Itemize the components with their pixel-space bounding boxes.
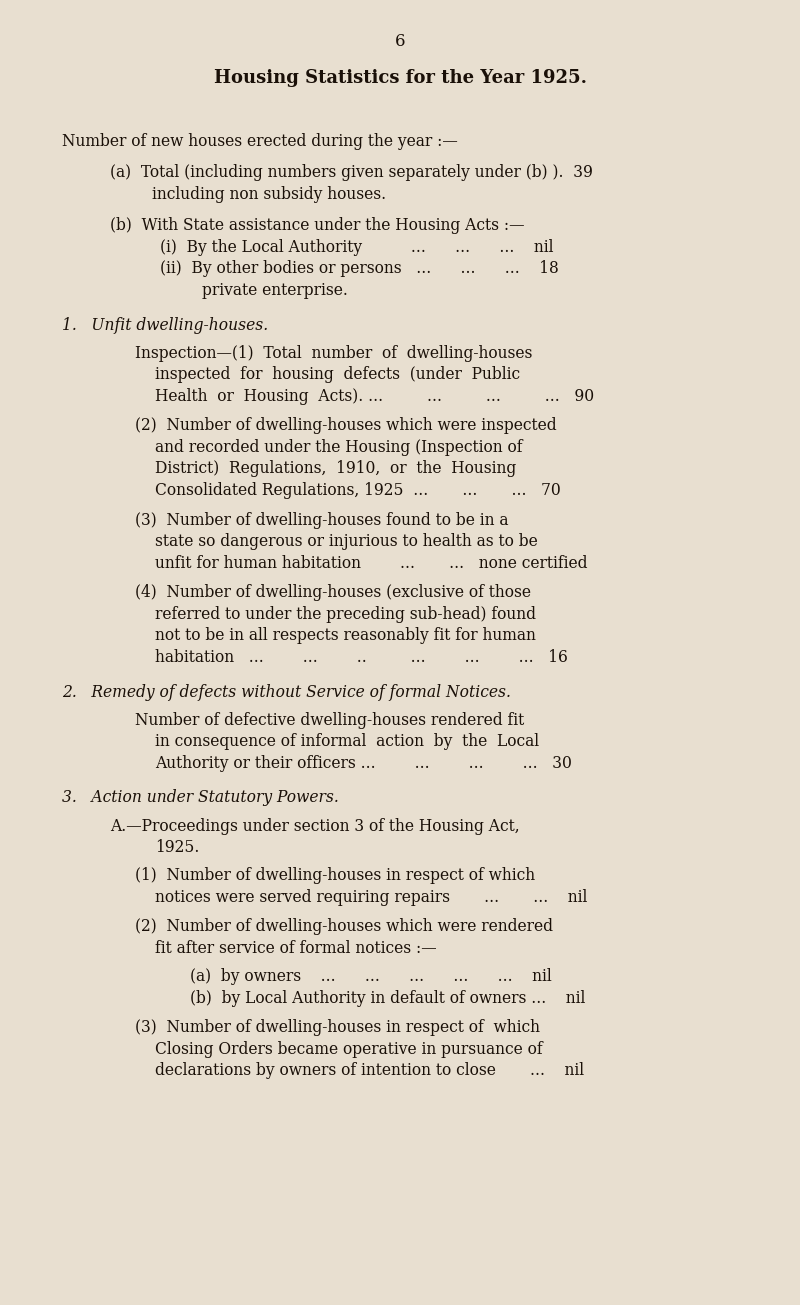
Text: A.—Proceedings under section 3 of the Housing Act,: A.—Proceedings under section 3 of the Ho… xyxy=(110,818,520,835)
Text: 1.   Unfit dwelling-houses.: 1. Unfit dwelling-houses. xyxy=(62,317,268,334)
Text: 1925.: 1925. xyxy=(155,839,199,856)
Text: (ii)  By other bodies or persons   ...      ...      ...    18: (ii) By other bodies or persons ... ... … xyxy=(160,260,558,278)
Text: declarations by owners of intention to close       ...    nil: declarations by owners of intention to c… xyxy=(155,1062,584,1079)
Text: (a)  Total (including numbers given separately under (b) ).  39: (a) Total (including numbers given separ… xyxy=(110,164,593,181)
Text: District)  Regulations,  1910,  or  the  Housing: District) Regulations, 1910, or the Hous… xyxy=(155,461,516,478)
Text: Number of new houses erected during the year :—: Number of new houses erected during the … xyxy=(62,133,458,150)
Text: 6: 6 xyxy=(394,33,406,50)
Text: in consequence of informal  action  by  the  Local: in consequence of informal action by the… xyxy=(155,733,539,750)
Text: (3)  Number of dwelling-houses in respect of  which: (3) Number of dwelling-houses in respect… xyxy=(135,1019,540,1036)
Text: (a)  by owners    ...      ...      ...      ...      ...    nil: (a) by owners ... ... ... ... ... nil xyxy=(190,968,552,985)
Text: fit after service of formal notices :—: fit after service of formal notices :— xyxy=(155,940,437,957)
Text: and recorded under the Housing (Inspection of: and recorded under the Housing (Inspecti… xyxy=(155,438,522,455)
Text: Housing Statistics for the Year 1925.: Housing Statistics for the Year 1925. xyxy=(214,69,586,87)
Text: 2.   Remedy of defects without Service of formal Notices.: 2. Remedy of defects without Service of … xyxy=(62,684,511,701)
Text: (4)  Number of dwelling-houses (exclusive of those: (4) Number of dwelling-houses (exclusive… xyxy=(135,585,531,602)
Text: inspected  for  housing  defects  (under  Public: inspected for housing defects (under Pub… xyxy=(155,367,520,384)
Text: (i)  By the Local Authority          ...      ...      ...    nil: (i) By the Local Authority ... ... ... n… xyxy=(160,239,554,256)
Text: state so dangerous or injurious to health as to be: state so dangerous or injurious to healt… xyxy=(155,534,538,551)
Text: unfit for human habitation        ...       ...   none certified: unfit for human habitation ... ... none … xyxy=(155,555,587,572)
Text: (1)  Number of dwelling-houses in respect of which: (1) Number of dwelling-houses in respect… xyxy=(135,868,535,885)
Text: (b)  by Local Authority in default of owners ...    nil: (b) by Local Authority in default of own… xyxy=(190,989,586,1006)
Text: referred to under the preceding sub-head) found: referred to under the preceding sub-head… xyxy=(155,606,536,622)
Text: including non subsidy houses.: including non subsidy houses. xyxy=(152,185,386,204)
Text: (2)  Number of dwelling-houses which were inspected: (2) Number of dwelling-houses which were… xyxy=(135,418,557,435)
Text: Number of defective dwelling-houses rendered fit: Number of defective dwelling-houses rend… xyxy=(135,711,524,728)
Text: Authority or their officers ...        ...        ...        ...   30: Authority or their officers ... ... ... … xyxy=(155,754,572,771)
Text: Closing Orders became operative in pursuance of: Closing Orders became operative in pursu… xyxy=(155,1041,542,1058)
Text: 3.   Action under Statutory Powers.: 3. Action under Statutory Powers. xyxy=(62,790,338,806)
Text: Consolidated Regulations, 1925  ...       ...       ...   70: Consolidated Regulations, 1925 ... ... .… xyxy=(155,482,561,499)
Text: Health  or  Housing  Acts). ...         ...         ...         ...   90: Health or Housing Acts). ... ... ... ...… xyxy=(155,388,594,405)
Text: (3)  Number of dwelling-houses found to be in a: (3) Number of dwelling-houses found to b… xyxy=(135,512,509,529)
Text: habitation   ...        ...        ..         ...        ...        ...   16: habitation ... ... .. ... ... ... 16 xyxy=(155,649,568,666)
Text: notices were served requiring repairs       ...       ...    nil: notices were served requiring repairs ..… xyxy=(155,889,587,906)
Text: not to be in all respects reasonably fit for human: not to be in all respects reasonably fit… xyxy=(155,628,536,645)
Text: private enterprise.: private enterprise. xyxy=(202,282,348,299)
Text: (b)  With State assistance under the Housing Acts :—: (b) With State assistance under the Hous… xyxy=(110,218,525,235)
Text: (2)  Number of dwelling-houses which were rendered: (2) Number of dwelling-houses which were… xyxy=(135,919,553,936)
Text: Inspection—(1)  Total  number  of  dwelling-houses: Inspection—(1) Total number of dwelling-… xyxy=(135,345,532,361)
